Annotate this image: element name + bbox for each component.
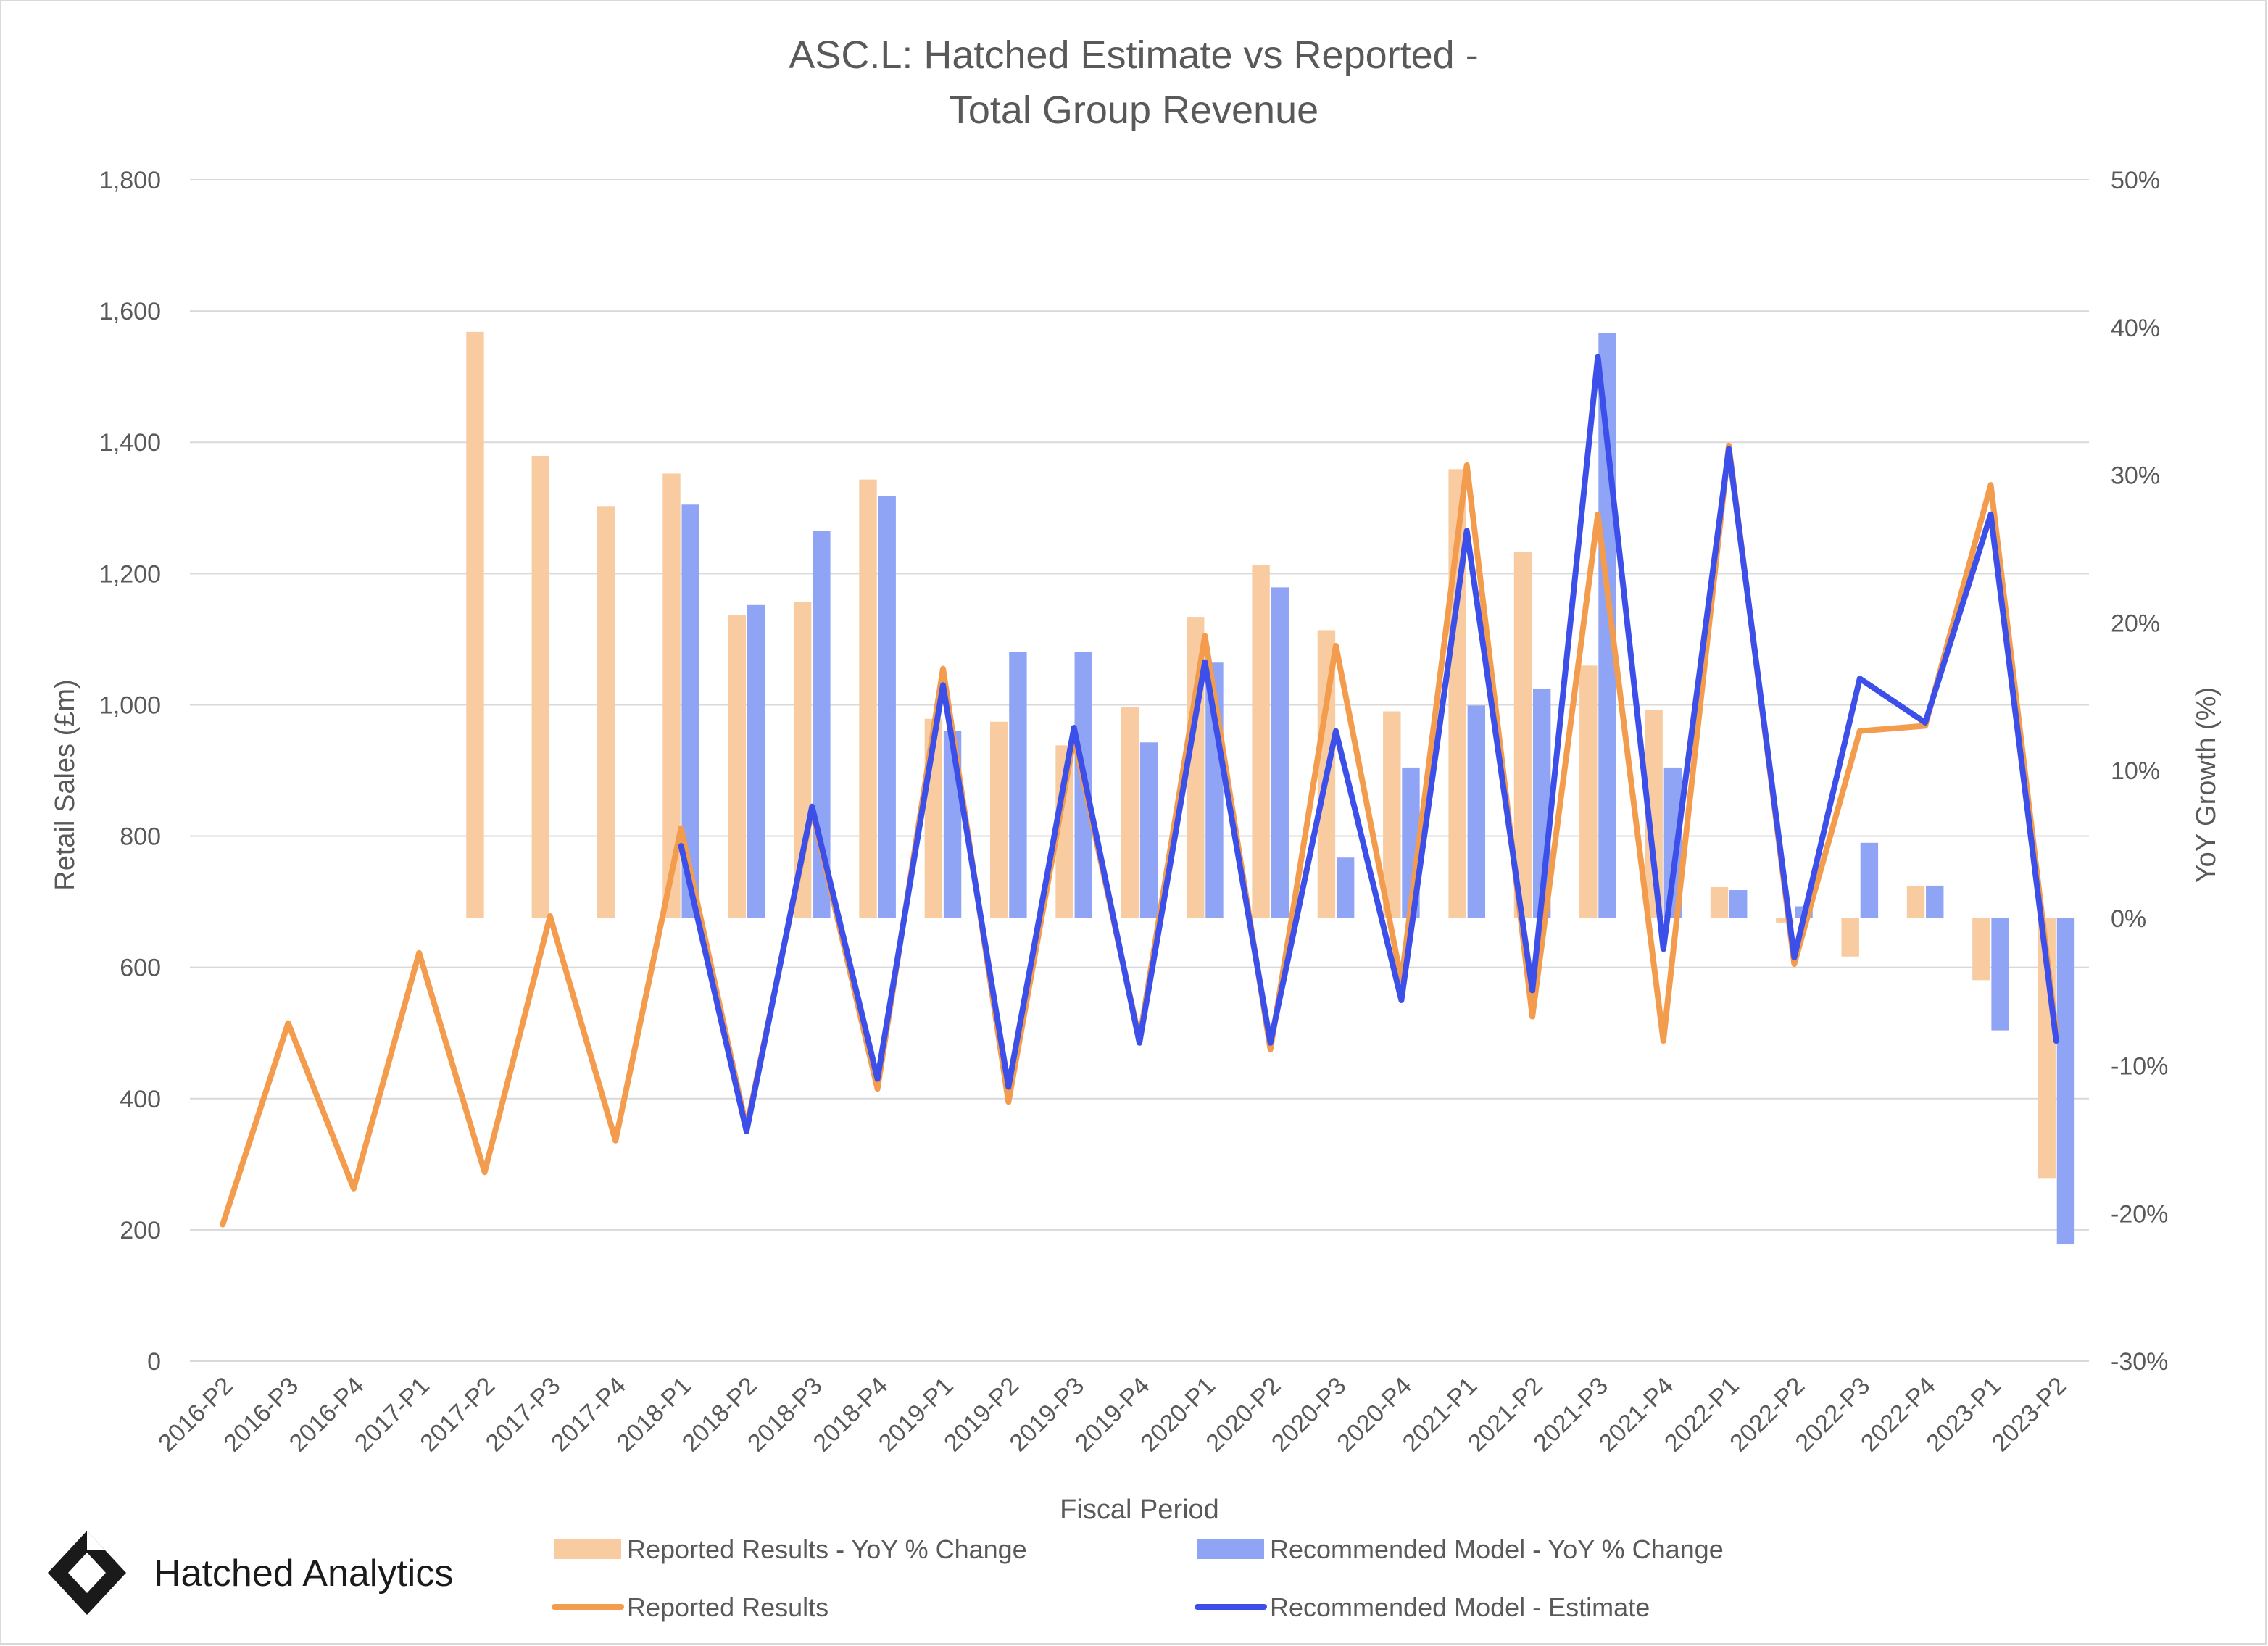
bar bbox=[1336, 857, 1355, 918]
y2-tick-label: 40% bbox=[2111, 315, 2160, 342]
bar bbox=[1776, 918, 1794, 923]
y2-tick-label: 20% bbox=[2111, 610, 2160, 637]
bar bbox=[1841, 918, 1859, 957]
y2-axis-title: YoY Growth (%) bbox=[2191, 687, 2222, 883]
bar bbox=[1271, 587, 1289, 918]
left-axis-ticks: 0 200 400 600 800 1,000 1,200 1,400 1,600 1,800 bbox=[99, 167, 161, 1376]
bar bbox=[1139, 742, 1158, 918]
bar bbox=[1121, 707, 1139, 918]
legend-swatch bbox=[554, 1539, 621, 1559]
chart-title-group: ASC.L: Hatched Estimate vs Reported - To… bbox=[789, 33, 1478, 132]
bar bbox=[1906, 885, 1925, 918]
y2-tick-label: 0% bbox=[2111, 905, 2146, 933]
x-axis-title: Fiscal Period bbox=[1060, 1495, 1219, 1525]
y2-tick-label: -30% bbox=[2111, 1348, 2168, 1376]
bar bbox=[597, 506, 615, 918]
bar bbox=[1991, 918, 2009, 1031]
bar bbox=[466, 331, 484, 918]
y2-tick-label: -10% bbox=[2111, 1053, 2168, 1081]
y-axis-title: Retail Sales (£m) bbox=[50, 679, 80, 890]
y2-tick-label: 50% bbox=[2111, 167, 2160, 194]
legend-label: Reported Results bbox=[627, 1592, 828, 1622]
y-tick-label: 800 bbox=[120, 823, 161, 851]
bar bbox=[990, 721, 1008, 918]
chart-subtitle: Total Group Revenue bbox=[949, 88, 1318, 132]
bar bbox=[1860, 842, 1879, 918]
line-layer bbox=[220, 354, 2059, 1228]
bar bbox=[1467, 705, 1486, 918]
y-tick-label: 1,600 bbox=[99, 298, 161, 325]
bar bbox=[878, 496, 896, 918]
y-tick-label: 1,800 bbox=[99, 167, 161, 194]
y-tick-label: 400 bbox=[120, 1086, 161, 1113]
gridlines bbox=[190, 179, 2089, 1362]
bar bbox=[1579, 665, 1598, 918]
bar bbox=[1972, 918, 1990, 981]
y-tick-label: 1,200 bbox=[99, 560, 161, 588]
bar bbox=[531, 456, 549, 918]
brand-block: Hatched Analytics bbox=[48, 1531, 453, 1615]
legend-label: Reported Results - YoY % Change bbox=[627, 1534, 1027, 1564]
bar bbox=[1513, 552, 1532, 918]
bar bbox=[1252, 565, 1270, 918]
bar bbox=[728, 615, 747, 918]
bar bbox=[1383, 711, 1401, 918]
bar bbox=[2056, 918, 2075, 1245]
bar bbox=[1009, 652, 1027, 918]
x-axis-ticks: 2016-P22016-P32016-P42017-P12017-P22017-… bbox=[153, 1372, 2072, 1458]
y-tick-label: 200 bbox=[120, 1217, 161, 1244]
bar bbox=[747, 604, 765, 918]
bar bbox=[1729, 890, 1748, 918]
legend-label: Recommended Model - YoY % Change bbox=[1270, 1534, 1724, 1564]
legend: Reported Results - YoY % Change Recommend… bbox=[552, 1534, 1724, 1622]
legend-swatch bbox=[1197, 1539, 1264, 1559]
y2-tick-label: 10% bbox=[2111, 757, 2160, 785]
series-line bbox=[678, 354, 2059, 1135]
y-tick-label: 600 bbox=[120, 955, 161, 982]
y2-tick-label: -20% bbox=[2111, 1200, 2168, 1228]
y-tick-label: 0 bbox=[147, 1348, 161, 1376]
y-tick-label: 1,000 bbox=[99, 691, 161, 719]
right-axis-ticks: -30% -20% -10% 0% 10% 20% 30% 40% 50% bbox=[2111, 167, 2168, 1376]
bar bbox=[1926, 885, 1944, 918]
y-tick-label: 1,400 bbox=[99, 429, 161, 457]
y2-tick-label: 30% bbox=[2111, 462, 2160, 490]
chart-title: ASC.L: Hatched Estimate vs Reported - bbox=[789, 33, 1478, 77]
legend-label: Recommended Model - Estimate bbox=[1270, 1592, 1650, 1622]
bar bbox=[1710, 886, 1729, 918]
hatched-diamond-logo-icon bbox=[48, 1531, 126, 1615]
brand-name: Hatched Analytics bbox=[154, 1553, 453, 1595]
bar bbox=[859, 479, 877, 918]
